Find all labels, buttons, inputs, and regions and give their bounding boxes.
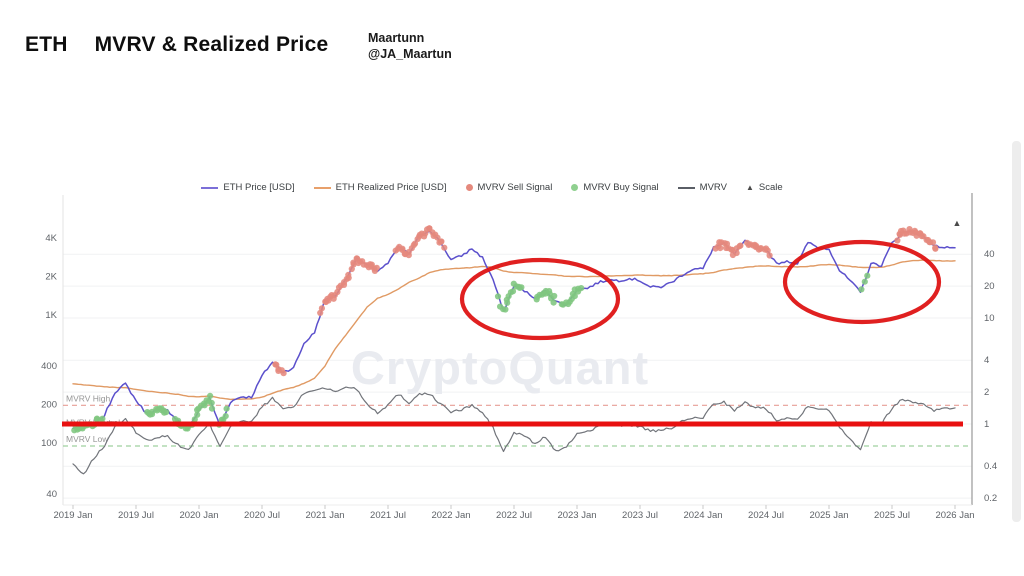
legend-label: ETH Realized Price [USD]	[335, 182, 447, 193]
author-name: Maartunn	[368, 31, 425, 45]
right-axis-tick: 0.2	[984, 493, 997, 504]
x-axis-tick: 2021 Jul	[370, 510, 406, 521]
annotation-ellipse-2	[782, 239, 942, 325]
legend-item-mvrv-buy-signal[interactable]: MVRV Buy Signal	[571, 182, 659, 193]
annotation-ellipse-1	[459, 257, 621, 341]
right-axis-tick: 4	[984, 355, 989, 366]
x-axis-tick: 2023 Jul	[622, 510, 658, 521]
x-axis-tick: 2025 Jul	[874, 510, 910, 521]
legend-item-mvrv[interactable]: MVRV	[677, 182, 727, 193]
legend-line-swatch	[313, 186, 331, 189]
mvrv-high-label: MVRV High	[66, 393, 111, 403]
x-axis-tick: 2019 Jul	[118, 510, 154, 521]
axes	[62, 193, 973, 509]
author-handle: @JA_Maartun	[368, 47, 452, 62]
right-axis-tick: 1	[984, 419, 989, 430]
legend-dot-swatch	[465, 184, 473, 191]
left-axis-tick: 1K	[45, 310, 57, 321]
realized-price-line	[72, 259, 956, 401]
x-axis-tick: 2022 Jul	[496, 510, 532, 521]
left-axis-tick: 400	[41, 361, 57, 372]
x-axis-tick: 2026 Jan	[935, 510, 974, 521]
legend-item-eth-price-usd[interactable]: ETH Price [USD]	[201, 182, 295, 193]
right-axis-tick: 10	[984, 313, 995, 324]
vertical-scrollbar[interactable]	[1012, 141, 1021, 522]
legend-line-swatch	[677, 186, 695, 189]
left-axis-tick: 100	[41, 438, 57, 449]
sell-signal-dots	[272, 225, 939, 377]
right-axis-tick: 40	[984, 249, 995, 260]
left-axis-tick: 4K	[45, 233, 57, 244]
scale-toggle-icon[interactable]: ▲	[953, 218, 962, 228]
x-axis-tick: 2023 Jan	[557, 510, 596, 521]
right-axis-tick: 0.4	[984, 461, 997, 472]
left-axis-tick: 200	[41, 400, 57, 411]
legend-label: MVRV	[699, 182, 727, 193]
mvrv-line	[72, 386, 956, 475]
axis-labels: 4K 2K 1K 400 200 100 40 40 20 10 4 2 1 0.4 0.2 2019 Jan…	[41, 233, 997, 521]
legend-dot-swatch	[571, 184, 579, 191]
asset-symbol: ETH	[25, 33, 68, 56]
chart-legend: ETH Price [USD] ETH Realized Price [USD] M…	[0, 182, 984, 193]
x-axis-tick: 2025 Jan	[809, 510, 848, 521]
author-block: Maartunn @JA_Maartun	[368, 30, 452, 63]
legend-triangle-icon: ▲	[745, 182, 754, 192]
legend-line-swatch	[201, 186, 219, 189]
x-axis-tick: 2021 Jan	[305, 510, 344, 521]
legend-label: MVRV Buy Signal	[583, 182, 659, 193]
right-axis-tick: 20	[984, 281, 995, 292]
mvrv-low-label: MVRV Low	[66, 434, 109, 444]
x-axis-tick: 2020 Jul	[244, 510, 280, 521]
legend-item-mvrv-sell-signal[interactable]: MVRV Sell Signal	[465, 182, 553, 193]
chart-title: MVRV & Realized Price	[94, 33, 329, 56]
page-title: ETH MVRV & Realized Price	[25, 33, 328, 57]
x-axis-tick: 2020 Jan	[179, 510, 218, 521]
legend-label: MVRV Sell Signal	[477, 182, 553, 193]
x-axis-tick: 2024 Jan	[683, 510, 722, 521]
legend-item-eth-realized-price-usd[interactable]: ETH Realized Price [USD]	[313, 182, 447, 193]
right-axis-tick: 2	[984, 387, 989, 398]
legend-item-scale[interactable]: ▲ Scale	[746, 182, 783, 193]
x-axis-tick: 2024 Jul	[748, 510, 784, 521]
x-axis-tick: 2019 Jan	[53, 510, 92, 521]
left-axis-tick: 2K	[45, 272, 57, 283]
legend-label: Scale	[758, 182, 783, 193]
left-axis-tick: 40	[46, 489, 57, 500]
x-axis-tick: 2022 Jan	[431, 510, 470, 521]
legend-label: ETH Price [USD]	[223, 182, 295, 193]
watermark: CryptoQuant	[351, 341, 649, 394]
